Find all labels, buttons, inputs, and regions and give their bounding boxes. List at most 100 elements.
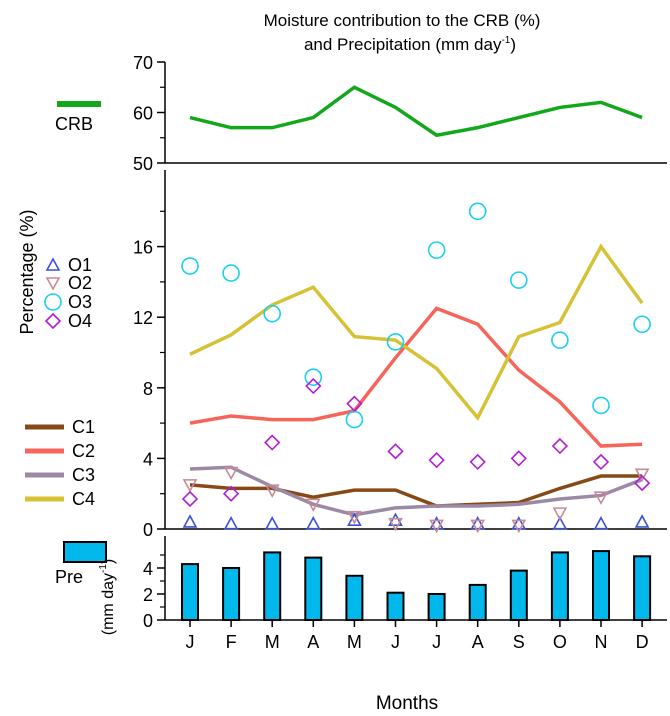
y-tick-label-bottom: 4 [143,559,153,579]
legend-marker-o2 [45,277,61,291]
point-o4 [305,377,322,395]
legend-label-c2: C2 [72,441,95,461]
point-o3 [468,202,487,221]
bar-pre [468,583,487,622]
x-tick-label: M [347,632,362,652]
bar-pre [222,567,241,621]
x-tick-label: O [553,632,567,652]
y-axis-label-bottom-main: (mm day [100,573,117,635]
legend-label-o2: O2 [68,273,92,293]
point-o3 [592,396,610,415]
point-o1 [634,514,650,528]
legend-label-c3: C3 [72,465,95,485]
point-o3 [386,333,405,351]
point-o4 [633,474,651,492]
point-o2 [511,519,527,534]
y-tick-label-bottom: 2 [143,585,153,605]
y-tick-label-bottom: 0 [143,611,153,631]
point-o2 [552,507,568,521]
y-axis-label-bottom-end: ) [100,559,117,564]
series-line-c3 [189,465,643,517]
point-o2 [264,484,280,498]
y-axis-label-bottom-sup: -1 [98,564,109,573]
point-o1 [593,516,609,530]
point-o3 [551,331,569,349]
chart-title: Moisture contribution to the CRB (%) and… [264,11,541,54]
point-o1 [388,512,403,526]
bar-pre [633,555,652,621]
y-tick-label-middle: 0 [143,520,153,540]
point-o1 [552,516,568,530]
point-o4 [510,450,527,467]
legend-swatch-pre [63,541,107,563]
point-o4 [592,453,610,471]
x-axis-label: Months [376,693,438,714]
point-o1 [182,514,198,528]
series-line-crb [189,85,643,138]
point-o2 [634,468,650,482]
x-tick-label: J [186,632,195,652]
legend-marker-o1 [45,257,61,271]
chart-title-end: ) [510,35,516,54]
x-tick-label: S [513,632,525,652]
bar-pre [550,551,569,622]
y-tick-label-top: 50 [133,154,153,174]
y-tick-label-top: 60 [133,104,153,124]
point-o4 [428,452,445,469]
legend-label-c4: C4 [72,489,95,509]
y-axis-label-bottom: (mm day-1) [98,559,117,635]
bar-pre [304,556,323,621]
point-o1 [511,516,527,530]
point-o4 [181,490,199,508]
point-o1 [347,512,362,526]
point-o4 [469,453,486,471]
point-o4 [387,443,404,460]
x-tick-label: A [307,632,319,652]
x-tick-label: J [391,632,400,652]
point-o3 [427,241,446,259]
chart-title-line2-main: and Precipitation (mm day [304,35,502,54]
x-tick-label: N [595,632,608,652]
point-o3 [181,257,199,275]
point-o4 [551,437,569,455]
y-tick-label-middle: 16 [133,238,153,258]
point-o3 [509,271,528,289]
point-o1 [429,516,444,530]
point-o2 [347,510,362,525]
point-o1 [223,516,239,530]
bar-pre [592,550,610,621]
y-axis-label-middle: Percentage (%) [17,209,37,334]
chart-title-line1: Moisture contribution to the CRB (%) [264,11,541,30]
bar-pre [427,593,446,621]
point-o1 [264,516,280,530]
bar-pre [345,574,364,621]
point-o2 [223,466,239,481]
point-o2 [470,519,486,534]
x-tick-label: M [265,632,280,652]
legend-label-c1: C1 [72,417,95,437]
point-o4 [346,395,363,412]
y-tick-label-middle: 4 [143,449,153,469]
legend-marker-o4 [44,312,62,330]
point-o4 [264,434,281,451]
point-o3 [633,315,651,334]
point-o2 [388,517,403,532]
point-o1 [470,516,486,530]
x-tick-label: J [432,632,441,652]
chart-title-line2: and Precipitation (mm day-1) [304,35,516,54]
chart-title-sup: -1 [501,35,510,46]
bar-pre [263,551,282,622]
legend-label-pre: Pre [55,567,83,587]
point-o3 [304,368,323,387]
bar-pre [181,563,199,621]
legend-label-crb: CRB [55,114,93,134]
point-o1 [305,516,321,530]
x-tick-label: D [636,632,649,652]
point-o2 [182,479,198,493]
point-o2 [593,491,609,505]
x-tick-label: F [226,632,237,652]
point-o2 [305,498,321,512]
point-o4 [222,485,240,502]
